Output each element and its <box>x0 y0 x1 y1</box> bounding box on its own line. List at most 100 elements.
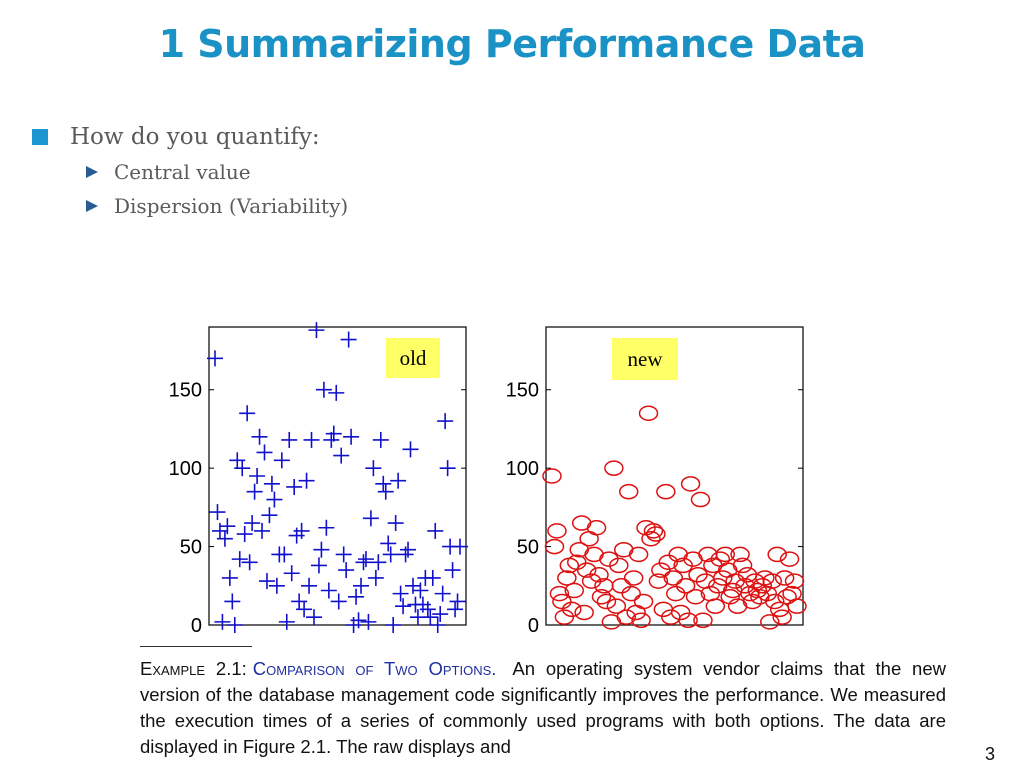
data-point <box>333 447 350 464</box>
data-point <box>298 472 315 489</box>
data-point <box>310 557 327 574</box>
data-point <box>447 601 464 618</box>
data-point <box>720 589 740 605</box>
data-point <box>355 554 372 571</box>
plot-frame <box>545 326 804 626</box>
series-label: old <box>400 346 427 370</box>
data-point <box>547 523 567 539</box>
data-point <box>596 593 617 610</box>
data-point <box>412 582 429 599</box>
y-tick-label: 0 <box>528 615 539 637</box>
sub-bullet-item: Central value <box>86 160 348 184</box>
data-point <box>641 530 661 547</box>
data-point <box>444 562 461 579</box>
data-point <box>549 585 570 602</box>
data-point <box>335 546 352 563</box>
data-point <box>395 598 412 615</box>
y-tick-label: 0 <box>191 615 202 637</box>
data-point <box>278 613 295 630</box>
data-point <box>372 431 389 448</box>
data-point <box>397 546 414 563</box>
data-point <box>343 428 360 445</box>
data-point <box>651 562 671 578</box>
bullet-text: How do you quantify: <box>70 124 320 150</box>
data-point <box>390 472 407 489</box>
data-point <box>564 582 585 599</box>
data-point <box>400 541 417 558</box>
data-point <box>254 522 271 539</box>
data-point <box>752 578 773 594</box>
data-point <box>557 570 577 586</box>
data-point <box>419 601 436 618</box>
data-point <box>725 573 745 589</box>
data-point <box>742 593 763 610</box>
triangle-bullet-icon <box>86 200 98 212</box>
sub-bullet-item: Dispersion (Variability) <box>86 194 348 218</box>
data-point <box>385 617 402 633</box>
data-point <box>239 405 256 422</box>
data-point <box>241 554 258 571</box>
data-point <box>544 538 565 555</box>
data-point <box>609 557 629 574</box>
data-point <box>665 585 686 602</box>
series-label: new <box>628 347 664 371</box>
data-point <box>760 614 780 630</box>
data-point <box>784 573 805 589</box>
data-point <box>432 606 449 623</box>
data-point <box>256 444 273 461</box>
data-point <box>209 504 226 521</box>
data-point <box>611 578 632 594</box>
data-point <box>730 546 750 563</box>
data-point <box>633 593 654 610</box>
y-tick-label: 150 <box>506 380 539 402</box>
data-point <box>360 613 377 630</box>
data-point <box>214 613 231 630</box>
data-point <box>767 546 787 563</box>
bullet-list: How do you quantify: Central value Dispe… <box>32 124 348 218</box>
data-point <box>263 475 280 492</box>
triangle-bullet-icon <box>86 166 98 178</box>
data-point <box>286 478 303 495</box>
data-point <box>690 491 711 508</box>
data-point <box>249 468 266 484</box>
data-point <box>554 609 575 625</box>
data-point <box>747 582 768 599</box>
data-point <box>258 573 275 590</box>
y-tick-label: 150 <box>169 380 202 402</box>
data-point <box>219 518 236 535</box>
y-tick-label: 50 <box>180 537 202 559</box>
data-point <box>305 609 322 626</box>
data-point <box>276 546 293 563</box>
data-point <box>434 585 451 602</box>
data-point <box>231 551 248 568</box>
data-point <box>589 567 609 583</box>
data-point <box>313 541 330 558</box>
sub-bullet-text: Central value <box>114 160 251 184</box>
data-point <box>367 569 384 586</box>
data-point <box>772 609 792 625</box>
caption-title: Comparison of Two Options. <box>252 658 497 679</box>
data-point <box>348 588 365 605</box>
data-point <box>552 593 572 610</box>
data-point <box>392 585 409 602</box>
data-point <box>281 431 298 448</box>
data-point <box>643 523 664 539</box>
data-point <box>779 551 800 567</box>
data-point <box>658 554 679 571</box>
data-point <box>320 582 337 599</box>
data-point <box>777 589 797 605</box>
data-point <box>266 491 283 508</box>
data-point <box>330 593 347 610</box>
y-tick-label: 100 <box>506 458 539 480</box>
data-point <box>670 604 691 621</box>
data-point <box>626 604 646 621</box>
data-point <box>365 460 382 477</box>
data-point <box>375 475 392 492</box>
data-point <box>566 554 587 571</box>
data-point <box>574 604 594 621</box>
data-point <box>621 585 641 602</box>
data-point <box>301 577 318 594</box>
data-point <box>387 515 404 532</box>
data-point <box>586 520 607 536</box>
data-point <box>606 598 627 614</box>
